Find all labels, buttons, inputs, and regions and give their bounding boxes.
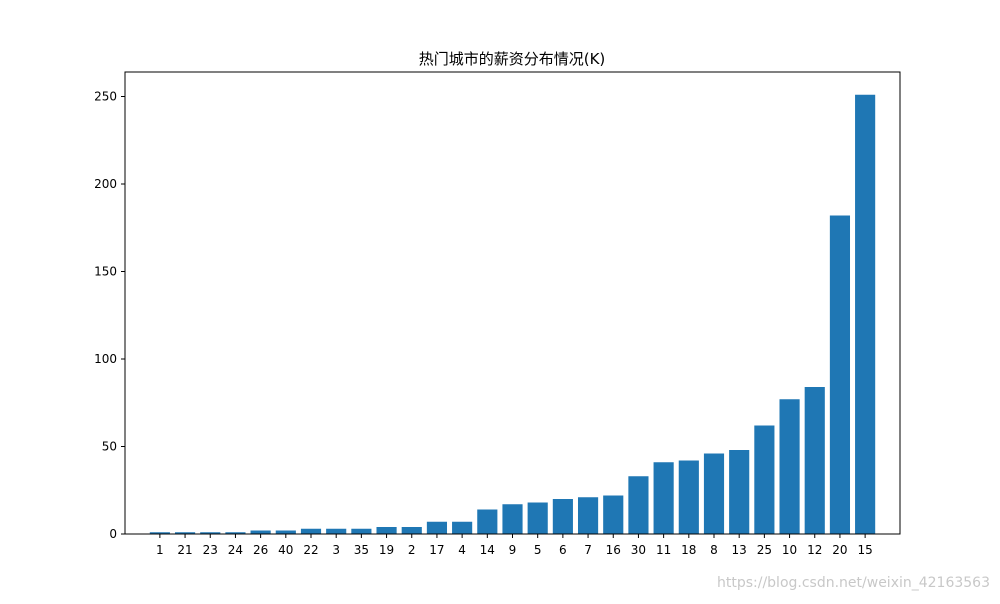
bar-11 [653,462,674,534]
x-tick-label: 4 [458,543,466,557]
x-axis-ticks: 1 21 23 24 26 40 22 3 35 19 2 17 4 14 9 5 6 7 16 30 11 18 8 13 2… [156,534,873,557]
chart-title: 热门城市的薪资分布情况(K) [419,50,606,68]
x-tick-label: 11 [656,543,671,557]
bar-24 [225,532,246,534]
y-tick-label: 0 [109,527,117,541]
x-tick-label: 23 [203,543,218,557]
bar-5 [527,502,548,534]
y-tick-label: 250 [94,90,117,104]
bar-20 [829,215,851,534]
bar-17 [426,521,448,534]
x-tick-label: 19 [379,543,394,557]
x-tick-label: 20 [832,543,847,557]
bars-group [149,94,876,534]
x-tick-label: 3 [332,543,340,557]
bar-40 [275,530,296,534]
x-tick-label: 25 [757,543,772,557]
bar-4 [452,521,473,534]
x-tick-label: 35 [354,543,369,557]
bar-35 [351,528,372,534]
x-tick-label: 26 [253,543,268,557]
watermark-text: https://blog.csdn.net/weixin_42163563 [717,575,990,591]
y-tick-label: 200 [94,177,117,191]
bar-30 [628,476,649,534]
x-tick-label: 17 [429,543,444,557]
bar-19 [376,527,397,534]
x-tick-label: 13 [732,543,747,557]
x-tick-label: 10 [782,543,797,557]
x-tick-label: 22 [303,543,318,557]
x-tick-label: 16 [606,543,621,557]
x-tick-label: 15 [857,543,872,557]
bar-16 [603,495,624,534]
bar-8 [703,453,725,534]
x-tick-label: 6 [559,543,567,557]
y-tick-label: 50 [102,440,117,454]
bar-7 [577,497,599,534]
x-tick-label: 14 [480,543,495,557]
x-tick-label: 24 [228,543,243,557]
bar-25 [754,425,775,534]
y-tick-label: 150 [94,265,117,279]
bar-9 [502,504,523,534]
bar-22 [300,528,322,534]
x-tick-label: 21 [177,543,192,557]
bar-1 [149,532,170,534]
y-tick-label: 100 [94,352,117,366]
bar-12 [804,387,825,534]
x-tick-label: 2 [408,543,416,557]
x-tick-label: 12 [807,543,822,557]
x-tick-label: 30 [631,543,646,557]
bar-10 [779,399,800,534]
bar-21 [174,532,196,534]
bar-3 [326,528,347,534]
x-tick-label: 9 [509,543,517,557]
y-axis-ticks: 0 50 100 150 200 250 [94,90,125,541]
x-tick-label: 8 [710,543,718,557]
bar-14 [477,509,498,534]
x-tick-label: 7 [584,543,592,557]
x-tick-label: 18 [681,543,696,557]
bar-26 [250,530,271,534]
bar-23 [200,532,221,534]
bar-13 [729,450,750,534]
x-tick-label: 40 [278,543,293,557]
bar-18 [678,460,699,534]
x-tick-label: 1 [156,543,164,557]
x-tick-label: 5 [534,543,542,557]
bar-15 [855,94,876,534]
plot-frame [124,71,901,535]
bar-2 [401,527,422,534]
bar-6 [552,499,573,534]
